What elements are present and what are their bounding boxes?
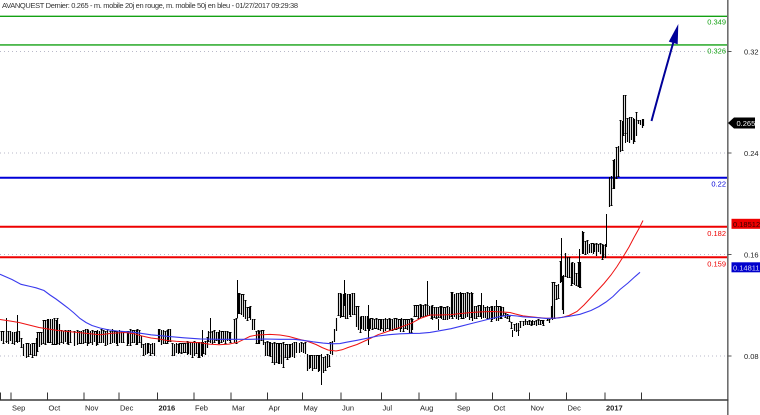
svg-text:Oct: Oct bbox=[49, 404, 62, 413]
svg-text:0.349: 0.349 bbox=[707, 18, 726, 27]
svg-text:Aug: Aug bbox=[420, 404, 433, 413]
svg-text:Sep: Sep bbox=[12, 404, 25, 413]
svg-text:0.14811: 0.14811 bbox=[733, 263, 760, 272]
svg-text:0.265: 0.265 bbox=[737, 119, 756, 128]
svg-text:Dec: Dec bbox=[120, 404, 134, 413]
svg-text:0.182: 0.182 bbox=[707, 229, 726, 238]
svg-text:Oct: Oct bbox=[494, 404, 507, 413]
svg-text:Jun: Jun bbox=[342, 404, 354, 413]
svg-text:0.32: 0.32 bbox=[744, 47, 759, 56]
svg-text:Nov: Nov bbox=[531, 404, 545, 413]
svg-text:0.08: 0.08 bbox=[744, 352, 759, 361]
svg-text:0.18512: 0.18512 bbox=[733, 220, 760, 229]
svg-text:Jul: Jul bbox=[383, 404, 393, 413]
svg-text:May: May bbox=[304, 404, 318, 413]
svg-text:0.24: 0.24 bbox=[744, 149, 759, 158]
svg-text:Mar: Mar bbox=[232, 404, 245, 413]
svg-text:0.326: 0.326 bbox=[707, 46, 726, 55]
svg-text:2017: 2017 bbox=[606, 404, 623, 413]
svg-text:0.159: 0.159 bbox=[707, 259, 726, 268]
svg-text:2016: 2016 bbox=[159, 404, 176, 413]
svg-text:Dec: Dec bbox=[568, 404, 582, 413]
svg-text:Apr: Apr bbox=[269, 404, 281, 413]
svg-text:Feb: Feb bbox=[195, 404, 208, 413]
svg-text:Sep: Sep bbox=[457, 404, 470, 413]
svg-text:AVANQUEST Dernier: 0.265 - m.: AVANQUEST Dernier: 0.265 - m. mobile 20j… bbox=[2, 1, 298, 10]
svg-text:Nov: Nov bbox=[85, 404, 99, 413]
svg-text:0.16: 0.16 bbox=[744, 250, 759, 259]
svg-text:0.22: 0.22 bbox=[711, 180, 726, 189]
